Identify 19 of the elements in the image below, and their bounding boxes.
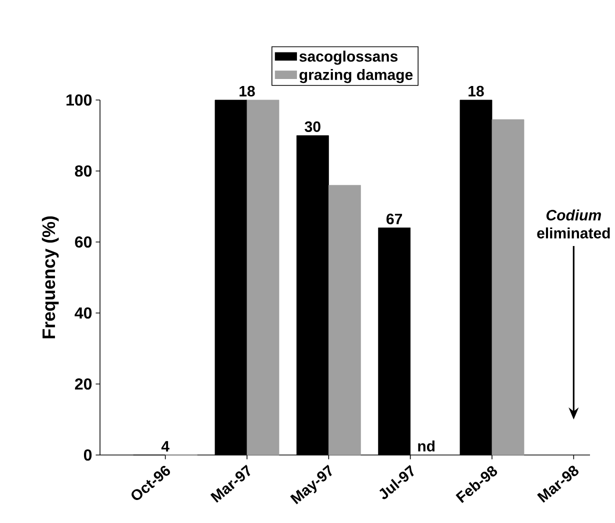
legend-label: sacoglossans	[299, 50, 398, 65]
bar	[492, 119, 524, 456]
legend-label: grazing damage	[300, 69, 413, 84]
bar	[328, 184, 361, 456]
y-tick-label: 60	[75, 236, 92, 248]
annotation: 67	[386, 214, 402, 224]
y-axis-title: Frequency (%)	[42, 216, 59, 338]
y-tick-label: 80	[74, 165, 92, 177]
y-tick-label: 0	[84, 449, 92, 461]
annotation: 18	[468, 86, 484, 96]
bar	[246, 100, 280, 456]
y-tick-label: 100	[66, 94, 92, 106]
annotation: Codium eliminated	[537, 209, 610, 238]
y-tick-label: 20	[74, 378, 92, 390]
annotation: 18	[240, 86, 255, 96]
annotation: nd	[418, 440, 435, 452]
y-tick-label: 40	[74, 307, 92, 319]
annotation: 4	[161, 441, 170, 452]
annotation: 30	[304, 121, 320, 132]
